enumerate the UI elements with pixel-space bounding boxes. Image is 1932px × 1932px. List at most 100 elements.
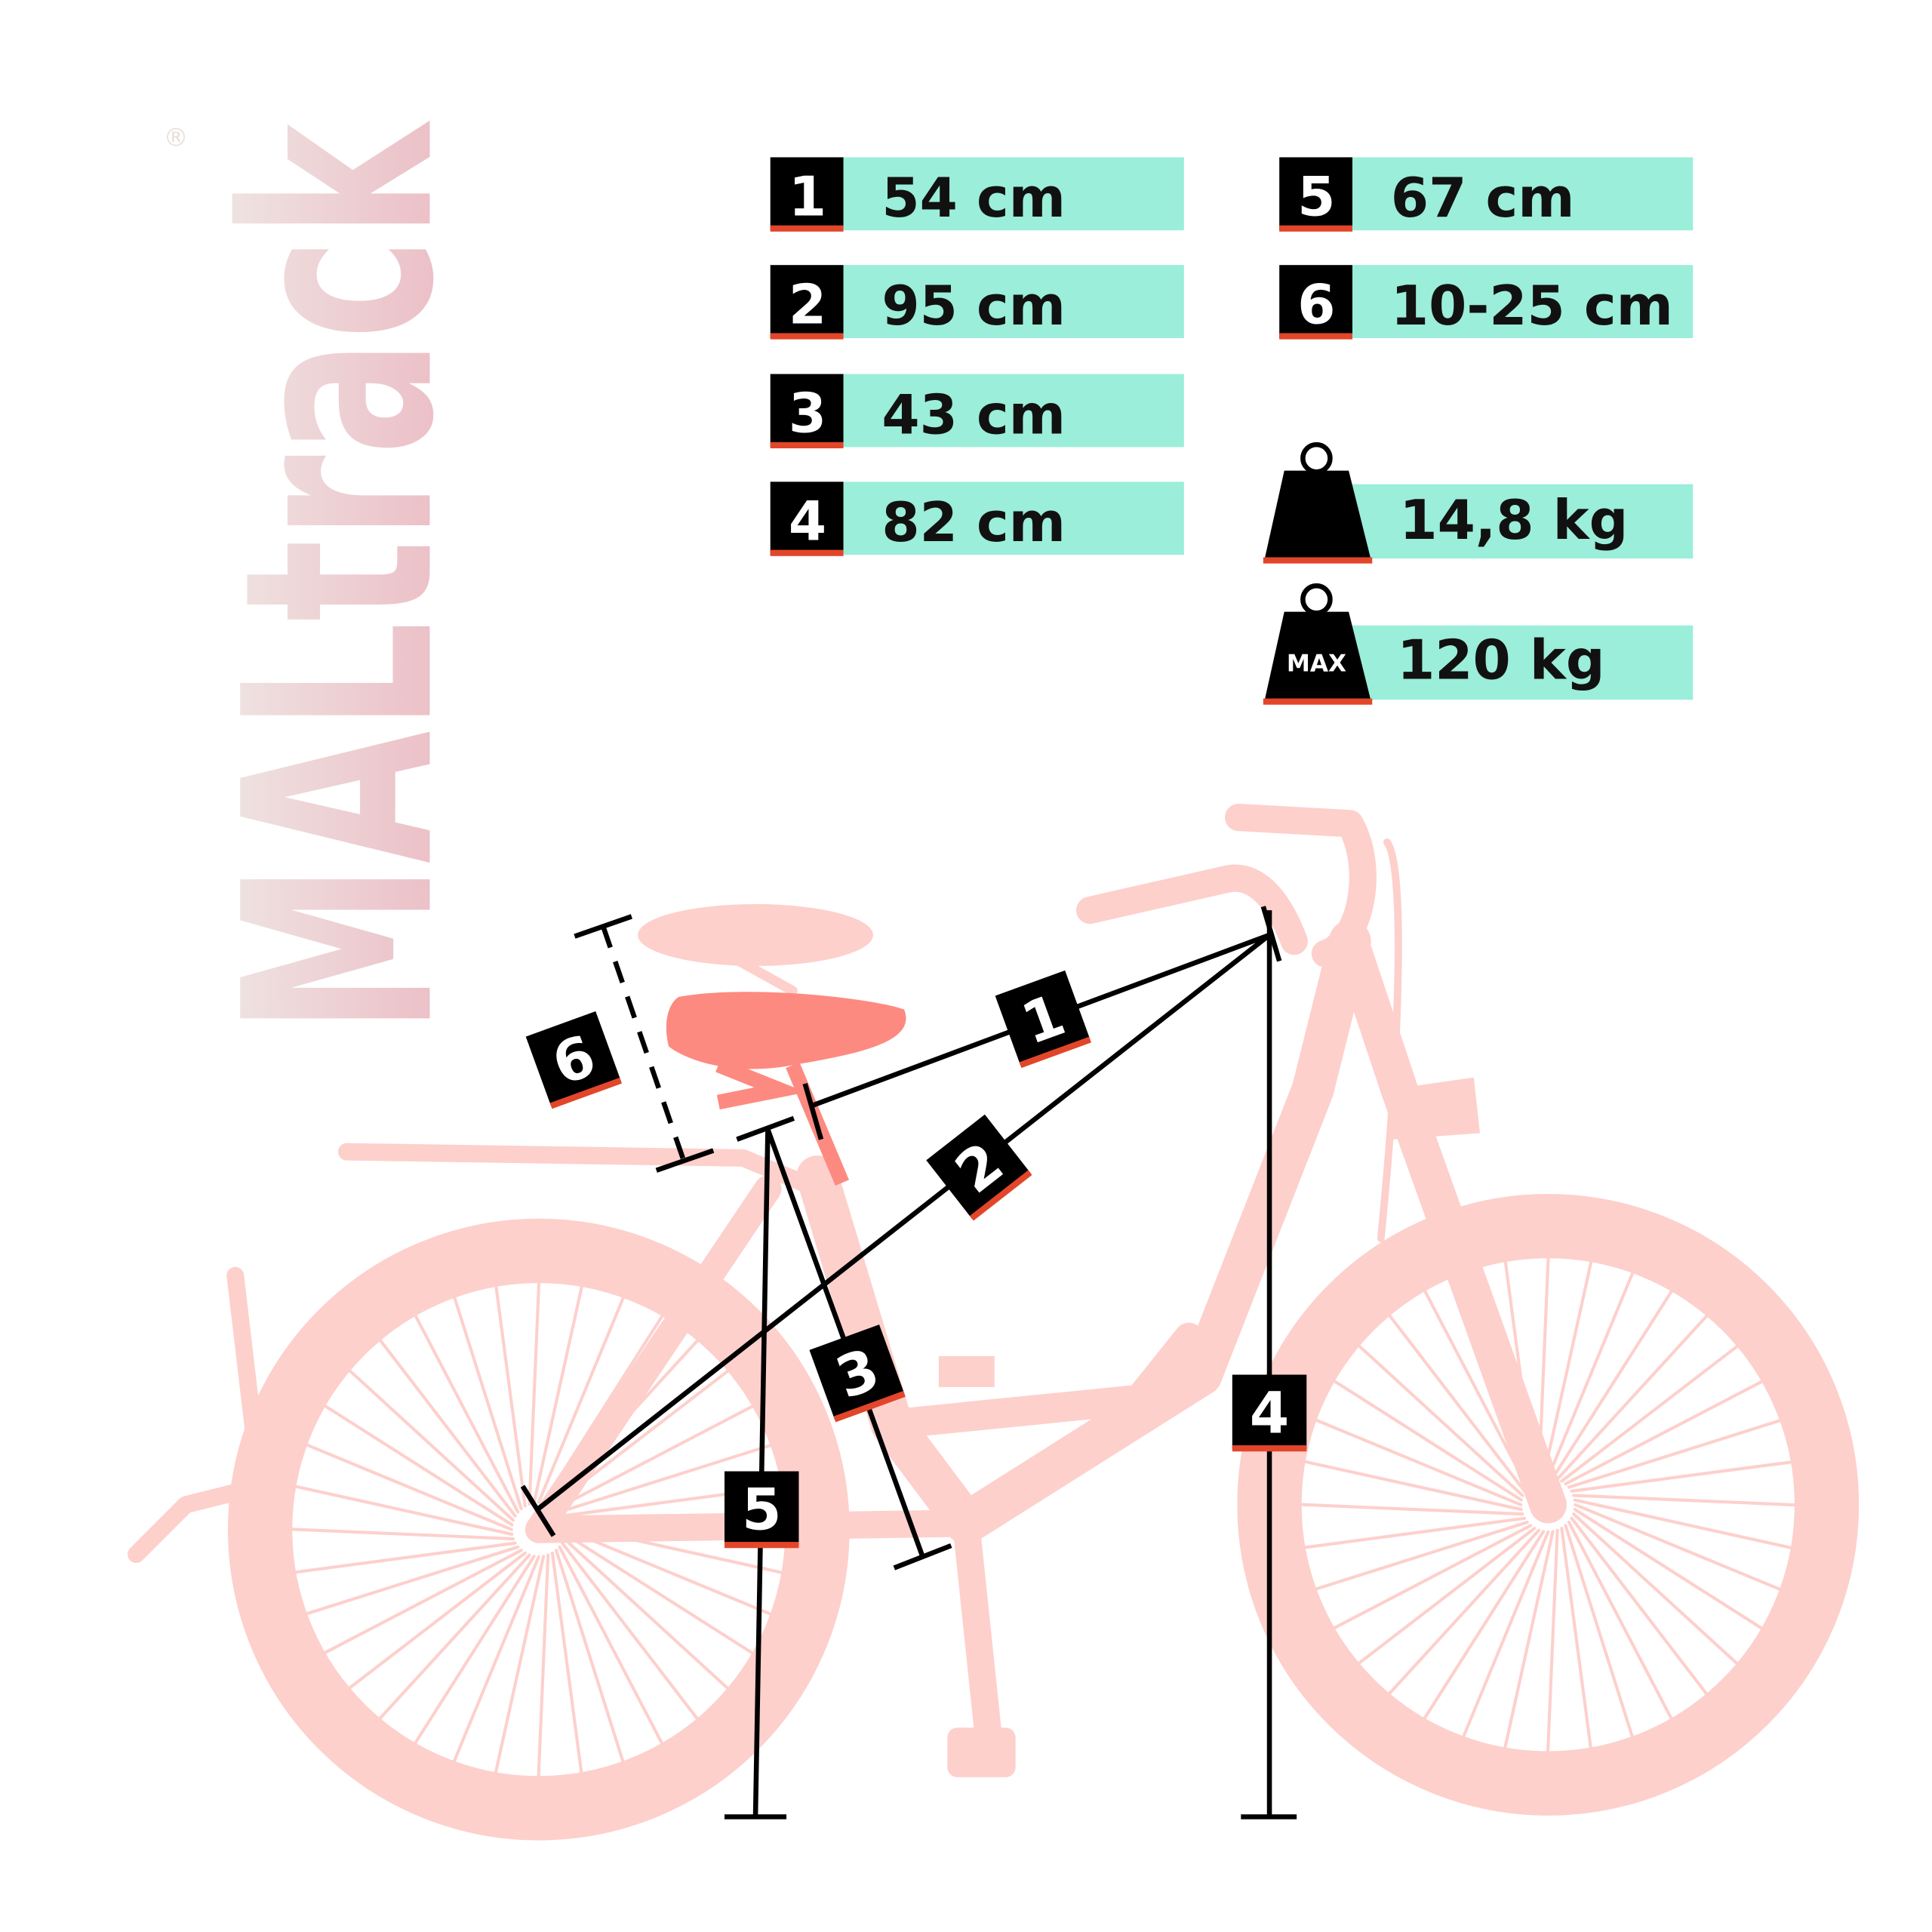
spoke — [1560, 1527, 1593, 1751]
measurement-lines — [520, 906, 1297, 1820]
value-box — [1352, 157, 1694, 231]
spoke — [1299, 1503, 1524, 1516]
spoke — [1302, 1516, 1527, 1549]
legend-row-2: 2 95 cm — [770, 265, 1184, 340]
diagram-label-5: 5 — [724, 1471, 799, 1549]
spoke — [1567, 1521, 1674, 1721]
spoke — [322, 1549, 523, 1655]
number-badge — [770, 481, 844, 555]
legend-number: 5 — [1297, 166, 1335, 229]
rear-rack — [337, 1143, 826, 1198]
legend-value: 82 cm — [881, 491, 1066, 555]
spoke — [377, 1553, 531, 1721]
handlebar — [1076, 804, 1377, 968]
spoke — [555, 1404, 755, 1511]
spoke — [564, 1532, 755, 1656]
value-box — [843, 481, 1184, 555]
spoke — [1573, 1498, 1794, 1550]
max-weight-icon: MAX — [1263, 583, 1373, 705]
spoke — [1570, 1516, 1709, 1697]
legend-value: 43 cm — [881, 383, 1066, 447]
weight-icon — [1263, 441, 1373, 564]
spoke — [537, 1295, 626, 1504]
legend-value: 95 cm — [881, 275, 1066, 338]
spoke — [1313, 1418, 1523, 1506]
max-load-value: 120 kg — [1397, 629, 1605, 692]
spoke — [1573, 1508, 1764, 1631]
legend-number: 3 — [789, 383, 826, 446]
maltrack-logo: MALtrack ® — [164, 120, 492, 1034]
value-box — [1352, 265, 1694, 338]
spoke — [1564, 1524, 1635, 1740]
spoke — [1560, 1344, 1740, 1483]
weight-legend: 14,8 kg MAX 120 kg — [1263, 441, 1694, 705]
spoke — [1572, 1494, 1798, 1507]
legend-row-6: 6 10-25 cm — [1279, 265, 1694, 340]
spoke — [494, 1555, 546, 1775]
spoke — [1541, 1259, 1593, 1480]
diagram-label-3: 3 — [809, 1324, 906, 1423]
number-badge — [770, 374, 844, 448]
spoke — [1555, 1313, 1709, 1481]
spoke — [1387, 1313, 1527, 1493]
spoke — [413, 1555, 536, 1746]
spoke — [1551, 1288, 1674, 1480]
saddle — [666, 992, 906, 1186]
bike-weight-value: 14,8 kg — [1399, 489, 1628, 552]
number-badge — [770, 157, 844, 231]
legend-row-1: 1 54 cm — [770, 157, 1184, 232]
legend-value: 10-25 cm — [1391, 275, 1673, 338]
spoke — [293, 1541, 517, 1574]
saddle-max-position — [638, 903, 873, 966]
max-load-row: MAX 120 kg — [1263, 583, 1694, 705]
spoke — [558, 1545, 664, 1746]
diagram-label-2: 2 — [926, 1114, 1032, 1221]
spoke — [561, 1541, 700, 1721]
diagram-labels: 1 2 3 4 5 6 — [525, 970, 1307, 1549]
diagram-label-1: 1 — [995, 970, 1091, 1069]
legend-value: 54 cm — [881, 167, 1066, 230]
spoke — [304, 1443, 513, 1531]
spoke — [1572, 1512, 1740, 1666]
legend-number: 1 — [789, 166, 826, 229]
spoke — [293, 1484, 514, 1536]
legend-row-3: 3 43 cm — [770, 374, 1184, 449]
spoke — [550, 1551, 583, 1775]
spoke — [1564, 1379, 1764, 1486]
diagram-label-6: 6 — [525, 1011, 623, 1109]
spoke — [322, 1404, 514, 1527]
headlight — [1386, 1077, 1481, 1140]
spoke — [304, 1545, 520, 1616]
crank — [952, 1509, 1004, 1773]
number-badge — [1279, 157, 1352, 231]
spoke — [1332, 1379, 1523, 1502]
rear-fender — [128, 1266, 269, 1563]
legend-value: 67 cm — [1391, 167, 1575, 230]
spoke — [558, 1443, 774, 1514]
spoke — [494, 1284, 527, 1508]
spoke — [1546, 1270, 1635, 1479]
spoke — [564, 1527, 774, 1617]
spoke — [1423, 1288, 1529, 1489]
spoke — [413, 1313, 520, 1514]
value-box — [843, 265, 1184, 338]
spoke — [1356, 1527, 1537, 1666]
value-box — [843, 374, 1184, 448]
value-box — [843, 157, 1184, 231]
spoke — [562, 1537, 731, 1690]
spoke — [537, 1553, 550, 1779]
measurement-legend: 1 54 cm 2 95 cm 3 43 cm 4 82 cm 5 67 cm 6 10-25 cm — [770, 157, 1694, 556]
bike-silhouette — [128, 804, 1860, 1841]
legend-number: 4 — [789, 490, 826, 553]
spoke — [532, 1284, 584, 1505]
spoke — [1331, 1524, 1533, 1630]
spoke — [1357, 1343, 1524, 1497]
spoke — [555, 1549, 625, 1764]
legend-row-4: 4 82 cm — [770, 481, 1184, 556]
spoke — [452, 1555, 540, 1764]
legend-number: 6 — [1297, 273, 1335, 337]
spoke — [1546, 1528, 1559, 1755]
spoke — [1313, 1521, 1529, 1591]
spoke — [1503, 1530, 1555, 1751]
